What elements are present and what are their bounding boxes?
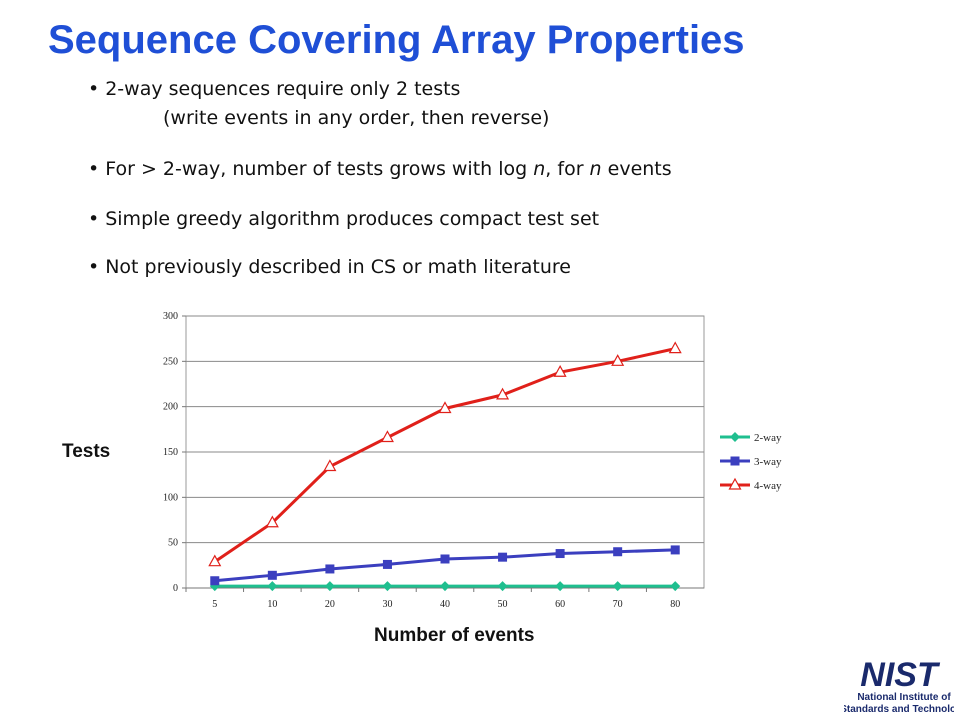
legend-item: 3-way: [720, 456, 782, 468]
bullet-dot: •: [88, 158, 100, 180]
data-point: [497, 581, 508, 592]
data-point: [612, 581, 623, 592]
bullet-2: • For > 2-way, number of tests grows with…: [88, 158, 672, 180]
legend-label: 4-way: [754, 480, 782, 492]
data-point: [670, 581, 681, 592]
x-tick-label: 40: [440, 599, 450, 610]
data-point: [670, 545, 680, 555]
bullet-2-var-n-2: n: [589, 158, 602, 180]
legend-marker: [728, 477, 742, 490]
data-point: [498, 552, 508, 562]
data-point: [265, 515, 279, 528]
x-tick-label: 30: [382, 599, 392, 610]
bullet-dot: •: [88, 256, 100, 278]
bullet-4: • Not previously described in CS or math …: [88, 256, 571, 278]
data-point: [555, 549, 565, 559]
legend-label: 3-way: [754, 456, 782, 468]
y-tick-label: 300: [163, 311, 178, 322]
data-point: [323, 459, 337, 472]
legend-item: 2-way: [720, 432, 782, 444]
nist-logo: NIST National Institute of Standards and…: [844, 656, 954, 715]
data-point: [324, 581, 335, 592]
nist-logo-line-2: Standards and Technology: [844, 704, 954, 715]
bullet-2-prefix: For > 2-way, number of tests grows with …: [105, 158, 534, 180]
data-point: [267, 581, 278, 592]
x-axis-title: Number of events: [374, 625, 535, 646]
nist-logo-mark: NIST: [860, 656, 941, 694]
x-tick-label: 20: [325, 599, 335, 610]
data-point: [382, 559, 392, 569]
data-point: [438, 401, 452, 414]
legend-marker: [730, 432, 740, 442]
data-point: [613, 547, 623, 557]
bullet-4-text: Not previously described in CS or math l…: [105, 256, 571, 278]
series-4-way: [208, 341, 682, 567]
series-3-way: [210, 545, 680, 586]
data-point: [668, 341, 682, 354]
legend-marker: [730, 456, 740, 466]
bullet-3: • Simple greedy algorithm produces compac…: [88, 208, 599, 230]
bullet-2-mid: , for: [545, 158, 590, 180]
data-point: [553, 364, 567, 377]
data-point: [208, 554, 222, 567]
y-axis-title: Tests: [62, 441, 111, 462]
bullet-2-suffix: events: [601, 158, 672, 180]
nist-logo-line-1: National Institute of: [857, 692, 951, 703]
data-point: [210, 576, 220, 586]
data-point: [382, 581, 393, 592]
bullet-1: • 2-way sequences require only 2 tests (w…: [88, 78, 549, 129]
data-point: [555, 581, 566, 592]
legend-label: 2-way: [754, 432, 782, 444]
data-point: [440, 581, 450, 592]
data-point: [496, 387, 510, 400]
legend-item: 4-way: [720, 477, 782, 492]
data-point: [267, 570, 277, 580]
x-tick-label: 70: [613, 599, 623, 610]
bullet-dot: •: [88, 78, 100, 100]
y-tick-label: 100: [163, 492, 178, 503]
y-tick-label: 0: [173, 583, 178, 594]
data-point: [325, 564, 335, 574]
series-2-way: [209, 581, 681, 592]
x-tick-label: 5: [212, 599, 217, 610]
y-tick-label: 150: [163, 447, 178, 458]
data-point: [380, 430, 394, 443]
bullet-1-subtext: (write events in any order, then reverse…: [163, 107, 550, 129]
x-tick-label: 10: [267, 599, 277, 610]
x-tick-label: 60: [555, 599, 565, 610]
y-tick-label: 200: [163, 402, 178, 413]
x-tick-label: 50: [498, 599, 508, 610]
y-tick-label: 50: [168, 538, 178, 549]
bullet-dot: •: [88, 208, 100, 230]
bullet-2-var-n: n: [533, 158, 546, 180]
bullet-3-text: Simple greedy algorithm produces compact…: [105, 208, 600, 230]
data-point: [440, 554, 450, 564]
bullet-1-text: 2-way sequences require only 2 tests: [105, 78, 461, 100]
x-tick-label: 80: [670, 599, 680, 610]
slide-title: Sequence Covering Array Properties: [48, 18, 745, 62]
data-point: [611, 354, 625, 366]
y-tick-label: 250: [163, 356, 178, 367]
